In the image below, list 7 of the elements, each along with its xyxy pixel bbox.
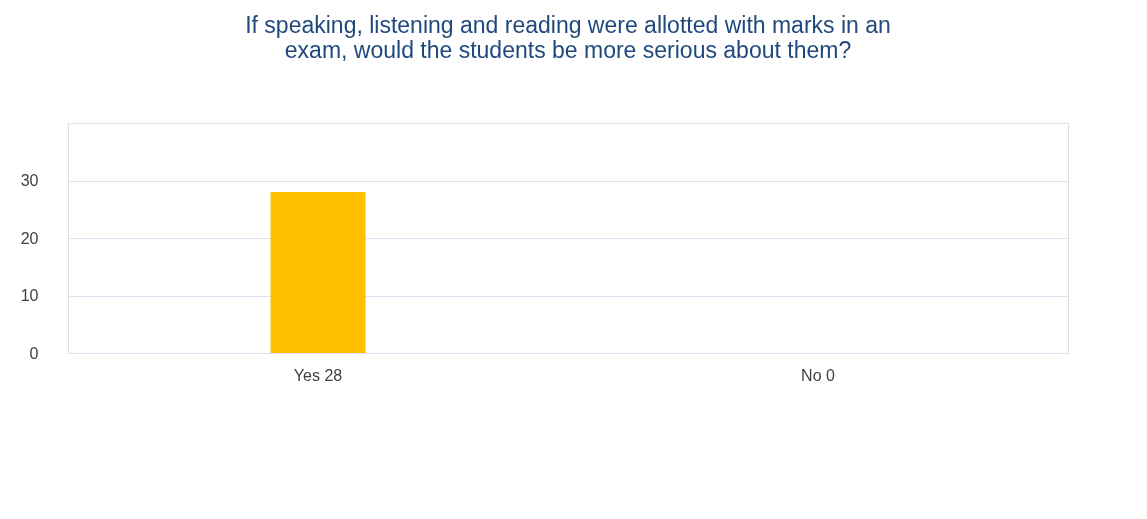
y-tick-label: 30 [20, 172, 39, 189]
x-tick-label: Yes 28 [293, 366, 343, 384]
y-tick-label: 0 [29, 344, 39, 362]
y-tick-label: 20 [20, 229, 39, 247]
x-tick-label: No 0 [801, 366, 835, 384]
chart-title: If speaking, listening and reading were allotted with marks in an exam, would the students be more serious about them? [245, 12, 891, 63]
y-tick-label: 10 [20, 287, 39, 304]
